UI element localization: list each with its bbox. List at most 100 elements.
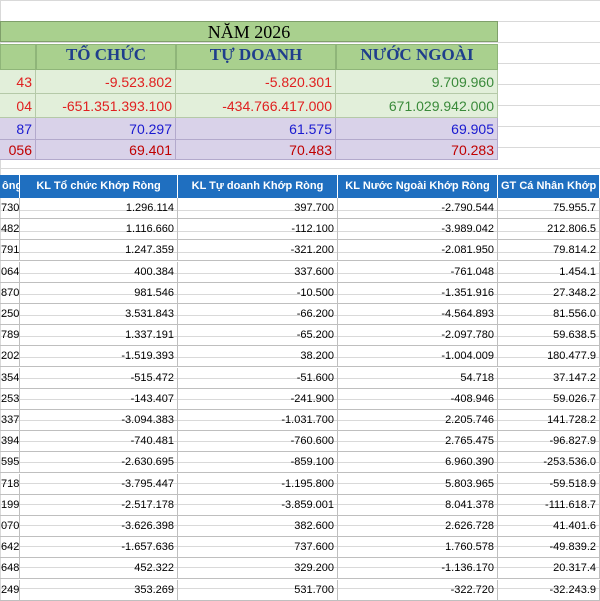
table-cell[interactable]: -111.618.7	[498, 494, 600, 516]
summary-cell[interactable]: 70.283	[336, 140, 498, 160]
table-cell[interactable]: -859.100	[178, 452, 338, 474]
summary-cell[interactable]: 87	[0, 118, 36, 140]
table-cell[interactable]: -2.097.780	[338, 325, 498, 347]
table-cell[interactable]: 2.765.475	[338, 431, 498, 453]
table-cell[interactable]: 070	[0, 516, 20, 537]
table-cell[interactable]: -3.859.001	[178, 494, 338, 516]
table-cell[interactable]: 1.337.191	[20, 325, 178, 347]
table-cell[interactable]: 791	[0, 240, 20, 262]
table-cell[interactable]: 337	[0, 410, 20, 431]
table-cell[interactable]: 81.556.0	[498, 304, 600, 325]
table-cell[interactable]: -49.839.2	[498, 537, 600, 559]
summary-cell[interactable]: 61.575	[176, 118, 336, 140]
table-cell[interactable]: 5.803.965	[338, 473, 498, 495]
table-cell[interactable]: 249	[0, 579, 20, 601]
year-title-cell[interactable]: NĂM 2026	[0, 21, 498, 42]
table-cell[interactable]: -1.195.800	[178, 473, 338, 495]
table-cell[interactable]: 253	[0, 388, 20, 410]
table-cell[interactable]: -1.031.700	[178, 410, 338, 431]
table-cell[interactable]: 141.728.2	[498, 410, 600, 431]
table-cell[interactable]: 718	[0, 473, 20, 495]
table-cell[interactable]: -1.351.916	[338, 282, 498, 304]
table-cell[interactable]: 329.200	[178, 558, 338, 580]
table-cell[interactable]: -408.946	[338, 388, 498, 410]
table-cell[interactable]: -1.657.636	[20, 537, 178, 559]
table-cell[interactable]: -96.827.9	[498, 431, 600, 453]
table-cell[interactable]: 199	[0, 494, 20, 516]
table-cell[interactable]: 595	[0, 452, 20, 474]
table-cell[interactable]: 8.041.378	[338, 494, 498, 516]
table-cell[interactable]: 397.700	[178, 198, 338, 219]
table-cell[interactable]: 59.638.5	[498, 325, 600, 347]
table-cell[interactable]: 1.454.1	[498, 261, 600, 283]
table-cell[interactable]: -760.600	[178, 431, 338, 453]
table-cell[interactable]: -66.200	[178, 304, 338, 325]
table-cell[interactable]: 1.247.359	[20, 240, 178, 262]
table-cell[interactable]: 531.700	[178, 579, 338, 601]
table-cell[interactable]: 59.026.7	[498, 388, 600, 410]
summary-cell[interactable]: 056	[0, 140, 36, 160]
table-cell[interactable]: -3.795.447	[20, 473, 178, 495]
table-cell[interactable]: 648	[0, 558, 20, 580]
table-cell[interactable]: 981.546	[20, 282, 178, 304]
table-cell[interactable]: 737.600	[178, 537, 338, 559]
column-header[interactable]: KL Tổ chức Khớp Ròng	[20, 175, 178, 198]
table-cell[interactable]: 482	[0, 219, 20, 241]
table-cell[interactable]: 20.317.4	[498, 558, 600, 580]
table-cell[interactable]: 870	[0, 282, 20, 304]
table-cell[interactable]: -1.519.393	[20, 346, 178, 368]
table-cell[interactable]: 1.116.660	[20, 219, 178, 241]
column-header[interactable]: KL Nước Ngoài Khớp Ròng	[338, 175, 498, 198]
table-cell[interactable]: 730	[0, 198, 20, 219]
table-cell[interactable]: 3.531.843	[20, 304, 178, 325]
table-cell[interactable]: 75.955.7	[498, 198, 600, 219]
table-cell[interactable]: -10.500	[178, 282, 338, 304]
table-cell[interactable]: 54.718	[338, 367, 498, 389]
table-cell[interactable]: -761.048	[338, 261, 498, 283]
table-cell[interactable]: 79.814.2	[498, 240, 600, 262]
summary-cell[interactable]: -434.766.417.000	[176, 94, 336, 118]
table-cell[interactable]: 400.384	[20, 261, 178, 283]
summary-cell[interactable]: 70.483	[176, 140, 336, 160]
summary-cell[interactable]: 671.029.942.000	[336, 94, 498, 118]
table-cell[interactable]: -2.790.544	[338, 198, 498, 219]
table-cell[interactable]: 353.269	[20, 579, 178, 601]
table-cell[interactable]: 382.600	[178, 516, 338, 537]
table-cell[interactable]: -3.626.398	[20, 516, 178, 537]
summary-cell[interactable]: -651.351.393.100	[36, 94, 176, 118]
summary-cell[interactable]: 69.905	[336, 118, 498, 140]
table-cell[interactable]: -143.407	[20, 388, 178, 410]
table-cell[interactable]: 1.296.114	[20, 198, 178, 219]
header-cell-blank[interactable]	[0, 44, 36, 70]
table-cell[interactable]: 337.600	[178, 261, 338, 283]
table-cell[interactable]: -241.900	[178, 388, 338, 410]
table-cell[interactable]: -2.081.950	[338, 240, 498, 262]
header-to-chuc[interactable]: TỔ CHỨC	[36, 44, 176, 70]
table-cell[interactable]: -322.720	[338, 579, 498, 601]
column-header[interactable]: GT Cá Nhân Khớp	[498, 175, 600, 198]
table-cell[interactable]: 41.401.6	[498, 516, 600, 537]
table-cell[interactable]: -253.536.0	[498, 452, 600, 474]
table-cell[interactable]: -321.200	[178, 240, 338, 262]
table-cell[interactable]: 1.760.578	[338, 537, 498, 559]
table-cell[interactable]: -59.518.9	[498, 473, 600, 495]
summary-cell[interactable]: 43	[0, 70, 36, 94]
table-cell[interactable]: -65.200	[178, 325, 338, 347]
header-nuoc-ngoai[interactable]: NƯỚC NGOÀI	[336, 44, 498, 70]
summary-cell[interactable]: 9.709.960	[336, 70, 498, 94]
table-cell[interactable]: 642	[0, 537, 20, 559]
table-cell[interactable]: 37.147.2	[498, 367, 600, 389]
table-cell[interactable]: 202	[0, 346, 20, 368]
table-cell[interactable]: -2.630.695	[20, 452, 178, 474]
summary-cell[interactable]: -5.820.301	[176, 70, 336, 94]
table-cell[interactable]: -32.243.9	[498, 579, 600, 601]
table-cell[interactable]: -4.564.893	[338, 304, 498, 325]
table-cell[interactable]: 212.806.5	[498, 219, 600, 241]
column-header[interactable]: KL Tự doanh Khớp Ròng	[178, 175, 338, 198]
table-cell[interactable]: 27.348.2	[498, 282, 600, 304]
table-cell[interactable]: -1.004.009	[338, 346, 498, 368]
table-cell[interactable]: -112.100	[178, 219, 338, 241]
table-cell[interactable]: 2.626.728	[338, 516, 498, 537]
table-cell[interactable]: 38.200	[178, 346, 338, 368]
table-cell[interactable]: -3.094.383	[20, 410, 178, 431]
